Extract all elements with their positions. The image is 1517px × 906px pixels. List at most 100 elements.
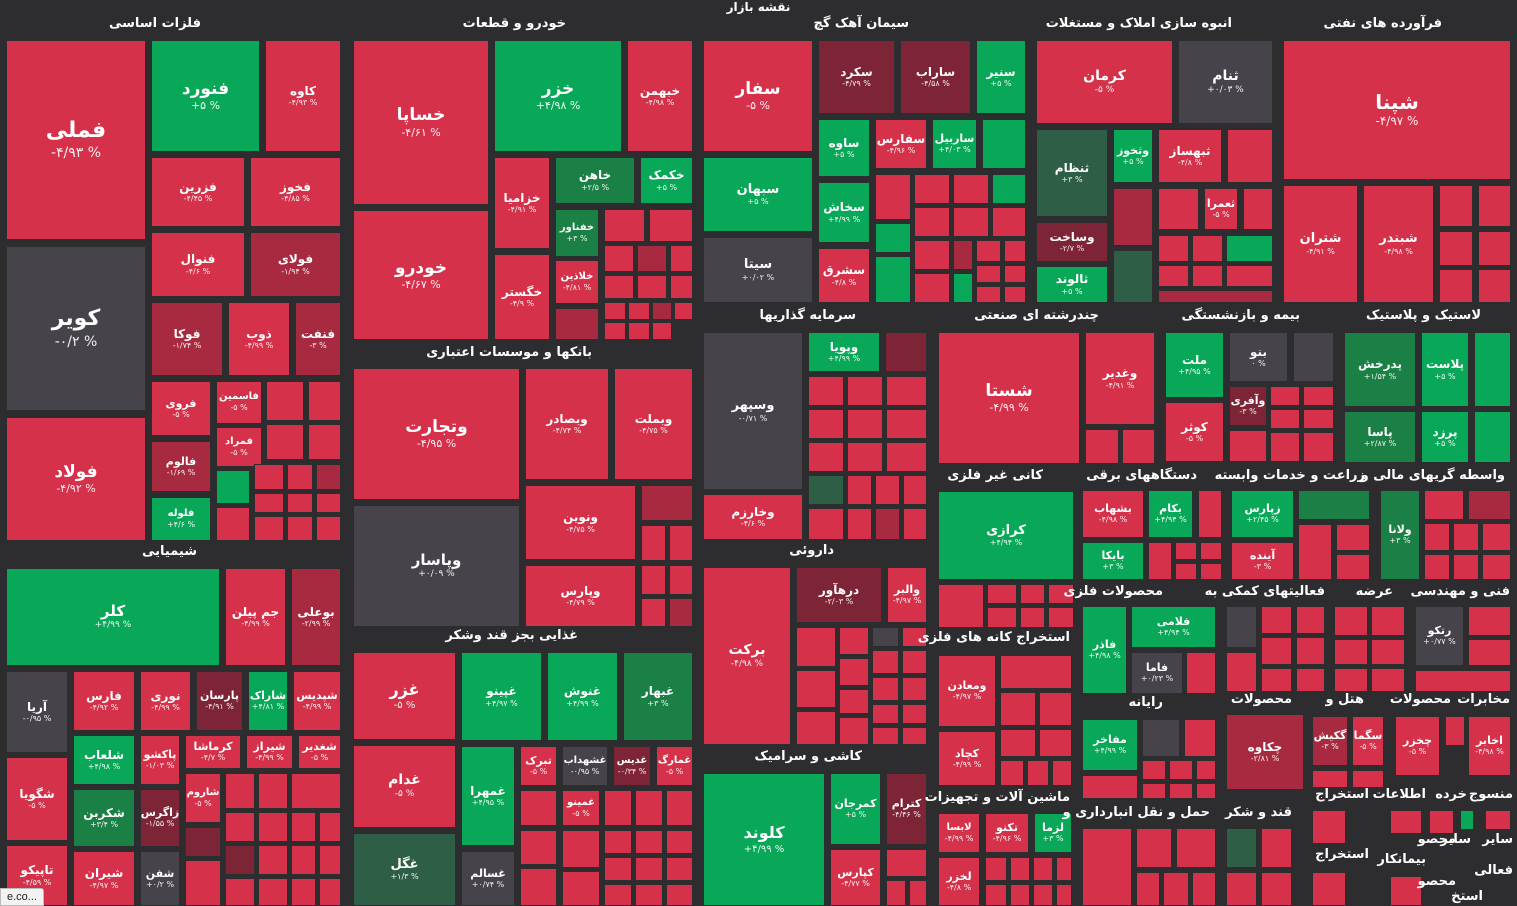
stock-tile[interactable]: کرمان -۵ % (1036, 40, 1173, 124)
stock-tile[interactable] (1048, 584, 1074, 604)
stock-tile[interactable]: پارسان -۴/۹۱ % (196, 671, 243, 731)
stock-tile[interactable]: درهآور -۲/۰۳ % (796, 567, 882, 623)
stock-tile[interactable] (1000, 760, 1024, 786)
stock-tile[interactable] (1039, 729, 1072, 757)
stock-tile[interactable]: غشهداب -۰/۹۵ % (562, 746, 608, 786)
stock-tile[interactable] (1000, 729, 1036, 757)
stock-tile[interactable] (637, 275, 667, 299)
stock-tile[interactable]: ثالوند +۵ % (1036, 266, 1108, 303)
stock-tile[interactable] (1192, 265, 1223, 287)
stock-tile[interactable] (674, 302, 693, 320)
stock-tile[interactable] (1303, 409, 1334, 429)
stock-tile[interactable]: چخزر -۵ % (1395, 716, 1440, 776)
stock-tile[interactable]: فزرین -۴/۴۵ % (151, 157, 245, 227)
stock-tile[interactable] (258, 878, 288, 906)
stock-tile[interactable] (604, 322, 626, 340)
stock-tile[interactable] (839, 717, 869, 745)
stock-tile[interactable] (1482, 554, 1511, 580)
stock-tile[interactable] (669, 598, 693, 627)
stock-tile[interactable]: مفاخر +۴/۹۹ % (1082, 719, 1138, 771)
stock-tile[interactable] (216, 470, 250, 504)
stock-tile[interactable] (1424, 490, 1464, 520)
stock-tile[interactable] (1136, 872, 1160, 906)
stock-tile[interactable]: شپنا -۴/۹۷ % (1283, 40, 1511, 180)
stock-tile[interactable] (666, 884, 693, 906)
stock-tile[interactable] (291, 878, 316, 906)
stock-tile[interactable]: غگل +۱/۳ % (353, 833, 456, 906)
stock-tile[interactable] (258, 812, 288, 842)
stock-tile[interactable]: فملی -۴/۹۳ % (6, 40, 146, 240)
stock-tile[interactable]: سفار -۵ % (703, 40, 813, 152)
stock-tile[interactable] (520, 868, 557, 906)
stock-tile[interactable]: فلامی +۴/۹۴ % (1131, 606, 1216, 648)
stock-tile[interactable] (1136, 828, 1172, 868)
stock-tile[interactable] (628, 322, 650, 340)
stock-tile[interactable]: شستا -۴/۹۹ % (938, 332, 1080, 464)
stock-tile[interactable] (1261, 606, 1292, 634)
stock-tile[interactable]: بوعلی -۲/۹۹ % (291, 568, 341, 666)
stock-tile[interactable] (319, 845, 341, 875)
stock-tile[interactable]: خبهمن -۴/۹۸ % (627, 40, 693, 152)
stock-tile[interactable]: لزما +۳ % (1034, 813, 1072, 853)
stock-tile[interactable]: فولای -۱/۹۴ % (250, 232, 341, 297)
stock-tile[interactable] (1261, 828, 1292, 868)
stock-tile[interactable]: شیراز -۴/۹۹ % (246, 735, 293, 769)
stock-tile[interactable]: شاروم -۵ % (185, 773, 221, 823)
stock-tile[interactable] (670, 275, 693, 299)
stock-tile[interactable] (1303, 432, 1334, 462)
stock-tile[interactable] (808, 442, 844, 472)
stock-tile[interactable] (1052, 760, 1072, 786)
stock-tile[interactable] (1226, 828, 1257, 868)
stock-tile[interactable] (604, 302, 626, 320)
stock-tile[interactable]: کمرجان +۵ % (830, 773, 881, 845)
stock-tile[interactable]: کچاد -۴/۹۹ % (938, 731, 996, 786)
stock-tile[interactable] (1229, 430, 1267, 462)
stock-tile[interactable]: خزامیا -۴/۹۱ % (494, 157, 550, 249)
stock-tile[interactable] (1200, 542, 1222, 560)
stock-tile[interactable] (808, 376, 844, 406)
stock-tile[interactable] (875, 475, 900, 505)
stock-tile[interactable]: شبندر -۴/۹۸ % (1363, 185, 1434, 303)
stock-tile[interactable] (1478, 231, 1511, 266)
stock-tile[interactable] (1371, 668, 1405, 692)
stock-tile[interactable] (886, 409, 927, 439)
stock-tile[interactable]: خزر +۴/۹۸ % (494, 40, 622, 152)
stock-tile[interactable]: غسالم +۰/۷۴ % (461, 851, 515, 906)
stock-tile[interactable]: چکاوه -۲/۸۱ % (1226, 714, 1304, 790)
stock-tile[interactable]: غدام -۵ % (353, 745, 456, 828)
stock-tile[interactable]: خاهن +۲/۵ % (555, 157, 635, 204)
stock-tile[interactable] (1243, 188, 1273, 230)
stock-tile[interactable] (1010, 857, 1030, 881)
stock-tile[interactable]: غمینو -۵ % (562, 790, 600, 826)
stock-tile[interactable] (1478, 185, 1511, 227)
stock-tile[interactable] (635, 857, 663, 881)
stock-tile[interactable] (225, 845, 255, 875)
stock-tile[interactable] (604, 790, 632, 826)
stock-tile[interactable]: ثعمرا -۵ % (1204, 188, 1238, 230)
stock-tile[interactable] (555, 308, 599, 340)
stock-tile[interactable]: شگویا -۵ % (6, 757, 68, 841)
stock-tile[interactable]: وبملت -۴/۷۵ % (614, 368, 693, 480)
stock-tile[interactable]: سخاش +۴/۹۹ % (818, 182, 870, 243)
stock-tile[interactable]: نوری -۴/۹۹ % (140, 671, 191, 731)
stock-tile[interactable] (1113, 188, 1153, 246)
stock-tile[interactable] (1270, 386, 1300, 406)
stock-tile[interactable] (1158, 188, 1199, 230)
stock-tile[interactable] (953, 273, 973, 303)
stock-tile[interactable] (635, 790, 663, 826)
stock-tile[interactable]: غزر -۵ % (353, 652, 456, 740)
stock-tile[interactable] (796, 711, 836, 745)
stock-tile[interactable]: فنورد +۵ % (151, 40, 260, 152)
stock-tile[interactable] (1142, 783, 1166, 799)
stock-tile[interactable] (1429, 810, 1454, 834)
stock-tile[interactable] (1158, 290, 1273, 303)
stock-tile[interactable]: بنو ۰ % (1229, 332, 1288, 382)
stock-tile[interactable] (1390, 876, 1422, 906)
stock-tile[interactable] (319, 878, 341, 906)
stock-tile[interactable] (914, 273, 950, 303)
stock-tile[interactable] (875, 256, 911, 303)
stock-tile[interactable] (641, 525, 666, 561)
stock-tile[interactable]: وسپهر -۰/۷۱ % (703, 332, 803, 490)
stock-tile[interactable] (1004, 286, 1026, 303)
stock-tile[interactable] (875, 223, 911, 253)
